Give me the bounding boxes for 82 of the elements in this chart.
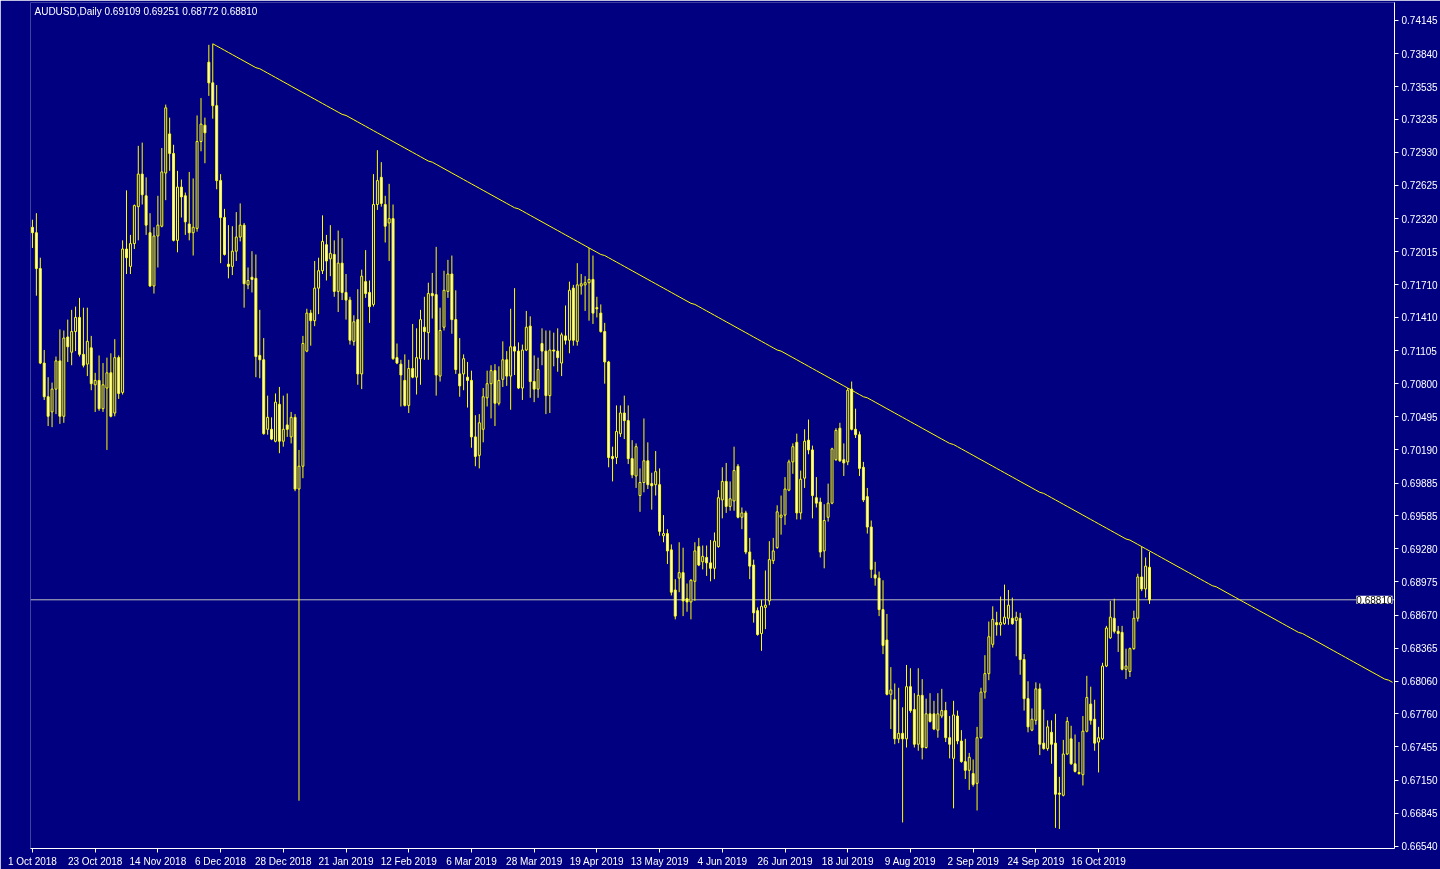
y-tick-label: 0.68060 bbox=[1401, 676, 1439, 688]
candlestick bbox=[489, 364, 493, 419]
candlestick bbox=[967, 752, 971, 791]
candlestick bbox=[705, 545, 709, 577]
candlestick bbox=[226, 224, 230, 279]
candlestick bbox=[1112, 598, 1116, 634]
candlestick bbox=[203, 117, 207, 164]
y-tick-label: 0.71105 bbox=[1401, 345, 1438, 357]
x-tick-label: 16 Oct 2019 bbox=[1071, 855, 1127, 867]
y-tick-label: 0.69280 bbox=[1401, 543, 1439, 555]
y-tick-label: 0.66540 bbox=[1401, 841, 1439, 853]
x-tick-label: 4 Jun 2019 bbox=[697, 855, 748, 867]
candlestick bbox=[1046, 719, 1050, 752]
y-tick-label: 0.73535 bbox=[1401, 81, 1439, 93]
candlestick bbox=[462, 353, 466, 391]
candlestick bbox=[1003, 584, 1006, 626]
candlestick bbox=[709, 539, 713, 582]
candlestick bbox=[281, 395, 285, 448]
x-tick-label: 28 Dec 2018 bbox=[254, 855, 313, 867]
x-tick-label: 6 Mar 2019 bbox=[446, 855, 498, 867]
candlestick bbox=[536, 357, 540, 399]
y-tick-label: 0.70190 bbox=[1401, 444, 1439, 456]
y-tick-label: 0.69885 bbox=[1401, 478, 1439, 490]
x-tick-label: 2 Sep 2019 bbox=[947, 855, 1000, 867]
x-tick-label: 1 Oct 2018 bbox=[8, 855, 58, 867]
candlestick bbox=[1014, 611, 1018, 657]
candlestick bbox=[701, 545, 705, 570]
x-tick-label: 13 May 2019 bbox=[630, 855, 689, 867]
y-tick-label: 0.67150 bbox=[1401, 775, 1439, 787]
x-tick-label: 24 Sep 2019 bbox=[1007, 855, 1065, 867]
candlestick bbox=[70, 309, 74, 366]
candlestick bbox=[505, 350, 509, 387]
candlestick bbox=[458, 337, 462, 398]
y-tick-label: 0.72320 bbox=[1401, 213, 1439, 225]
y-tick-label: 0.74145 bbox=[1401, 15, 1439, 27]
chart-title: AUDUSD,Daily 0.69109 0.69251 0.68772 0.68810 bbox=[34, 5, 258, 17]
y-tick-label: 0.72625 bbox=[1401, 180, 1439, 192]
candlestick bbox=[763, 569, 767, 630]
y-tick-label: 0.71710 bbox=[1401, 279, 1439, 291]
x-tick-label: 28 Mar 2019 bbox=[506, 855, 563, 867]
candlestick bbox=[324, 234, 328, 282]
candlestick bbox=[1010, 597, 1014, 626]
x-tick-label: 12 Feb 2019 bbox=[380, 855, 438, 867]
candlestick bbox=[74, 306, 78, 352]
x-tick-label: 6 Dec 2018 bbox=[195, 855, 247, 867]
x-tick-label: 19 Apr 2019 bbox=[569, 855, 624, 867]
candlestick bbox=[422, 296, 426, 361]
y-tick-label: 0.73235 bbox=[1401, 114, 1439, 126]
candlestick bbox=[1006, 589, 1010, 626]
candlestick bbox=[1144, 556, 1148, 599]
y-tick-label: 0.73840 bbox=[1401, 48, 1439, 60]
y-tick-label: 0.66845 bbox=[1401, 808, 1439, 820]
candlestick bbox=[285, 392, 289, 438]
x-tick-label: 23 Oct 2018 bbox=[67, 855, 123, 867]
candlestick bbox=[187, 171, 191, 241]
ref-line-label: 0.68810 bbox=[1356, 594, 1393, 606]
y-tick-label: 0.70495 bbox=[1401, 411, 1439, 423]
candlestick bbox=[897, 687, 901, 744]
x-tick-label: 14 Nov 2018 bbox=[129, 855, 187, 867]
y-tick-label: 0.69585 bbox=[1401, 510, 1439, 522]
y-tick-label: 0.68670 bbox=[1401, 610, 1439, 622]
y-tick-label: 0.71410 bbox=[1401, 312, 1439, 324]
candlestick bbox=[81, 307, 85, 368]
candlestick bbox=[105, 357, 109, 451]
y-tick-label: 0.70800 bbox=[1401, 378, 1439, 390]
candlestick bbox=[587, 247, 591, 322]
y-tick-label: 0.67455 bbox=[1401, 741, 1439, 753]
candlestick bbox=[556, 327, 560, 373]
y-tick-label: 0.72930 bbox=[1401, 147, 1439, 159]
y-tick-label: 0.67760 bbox=[1401, 708, 1439, 720]
y-tick-label: 0.68975 bbox=[1401, 576, 1439, 588]
x-tick-label: 21 Jan 2019 bbox=[318, 855, 374, 867]
candlestick bbox=[230, 225, 234, 276]
y-tick-label: 0.68365 bbox=[1401, 643, 1439, 655]
candlestick bbox=[999, 596, 1003, 637]
candlestick bbox=[963, 738, 967, 780]
candlestick bbox=[1093, 699, 1097, 752]
candlestick bbox=[936, 692, 940, 739]
x-tick-label: 26 Jun 2019 bbox=[757, 855, 813, 867]
x-tick-label: 9 Aug 2019 bbox=[884, 855, 936, 867]
y-tick-label: 0.72015 bbox=[1401, 246, 1439, 258]
x-tick-label: 18 Jul 2019 bbox=[821, 855, 875, 867]
